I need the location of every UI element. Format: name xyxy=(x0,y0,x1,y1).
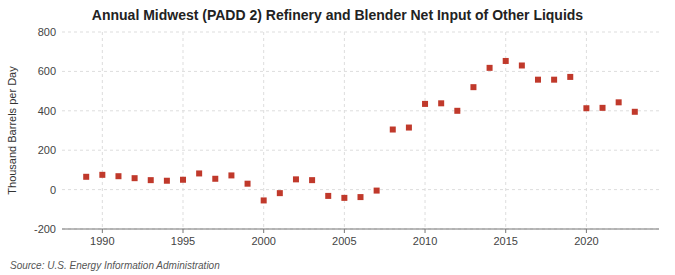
x-tick xyxy=(425,229,426,233)
point xyxy=(567,74,573,80)
x-tick-label: 2005 xyxy=(332,235,356,247)
grid-line-x xyxy=(102,32,103,229)
point xyxy=(519,62,525,68)
point xyxy=(358,194,364,200)
x-axis-line xyxy=(62,229,659,230)
point xyxy=(325,193,331,199)
grid-line-x xyxy=(425,32,426,229)
source-note: Source: U.S. Energy Information Administ… xyxy=(10,260,220,271)
point xyxy=(132,175,138,181)
x-tick-label: 2010 xyxy=(413,235,437,247)
y-tick-label: 400 xyxy=(38,105,56,117)
x-tick xyxy=(344,229,345,233)
y-tick-label: 600 xyxy=(38,65,56,77)
y-tick-label: 0 xyxy=(50,184,56,196)
point xyxy=(551,77,557,83)
point xyxy=(632,109,638,115)
y-tick-label: -200 xyxy=(34,223,56,235)
x-tick-label: 1995 xyxy=(171,235,195,247)
x-tick-label: 2000 xyxy=(251,235,275,247)
grid-line-y xyxy=(62,71,659,72)
point xyxy=(293,176,299,182)
point xyxy=(406,125,412,131)
grid-line-x xyxy=(183,32,184,229)
x-tick xyxy=(505,229,506,233)
grid xyxy=(62,32,659,229)
x-tick xyxy=(586,229,587,233)
chart-title: Annual Midwest (PADD 2) Refinery and Ble… xyxy=(92,7,584,23)
point xyxy=(454,108,460,114)
grid-line-y xyxy=(62,189,659,190)
point xyxy=(438,100,444,106)
point xyxy=(535,77,541,83)
x-tick xyxy=(263,229,264,233)
x-tick-label: 2015 xyxy=(493,235,517,247)
point xyxy=(277,190,283,196)
axes: 1990 1995 2000 2005 2010 2015 2020 -200 0 200 400 6… xyxy=(34,26,659,247)
chart-container: 1990 1995 2000 2005 2010 2015 2020 -200 0 200 400 6… xyxy=(0,0,675,275)
point xyxy=(374,188,380,194)
point xyxy=(341,195,347,201)
point xyxy=(148,177,154,183)
point xyxy=(422,101,428,107)
grid-line-y xyxy=(62,150,659,151)
x-tick xyxy=(183,229,184,233)
y-tick-label: 200 xyxy=(38,144,56,156)
point xyxy=(503,58,509,64)
y-axis-label: Thousand Barrels per Day xyxy=(6,66,18,195)
x-tick-label: 1990 xyxy=(90,235,114,247)
point xyxy=(212,176,218,182)
point xyxy=(390,127,396,133)
grid-line-y xyxy=(62,229,659,230)
x-tick-label: 2020 xyxy=(574,235,598,247)
point xyxy=(309,177,315,183)
points xyxy=(83,58,638,203)
point xyxy=(83,174,89,180)
point xyxy=(164,178,170,184)
point xyxy=(228,172,234,178)
y-tick-label: 800 xyxy=(38,26,56,38)
grid-line-y xyxy=(62,110,659,111)
point xyxy=(180,177,186,183)
point xyxy=(261,197,267,203)
chart-svg: 1990 1995 2000 2005 2010 2015 2020 -200 0 200 400 6… xyxy=(0,0,675,275)
x-tick xyxy=(102,229,103,233)
point xyxy=(99,172,105,178)
point xyxy=(583,105,589,111)
grid-line-y xyxy=(62,32,659,33)
point xyxy=(115,173,121,179)
point xyxy=(196,170,202,176)
point xyxy=(616,99,622,105)
point xyxy=(600,105,606,111)
point xyxy=(470,84,476,90)
grid-line-x xyxy=(586,32,587,229)
point xyxy=(487,65,493,71)
point xyxy=(245,181,251,187)
